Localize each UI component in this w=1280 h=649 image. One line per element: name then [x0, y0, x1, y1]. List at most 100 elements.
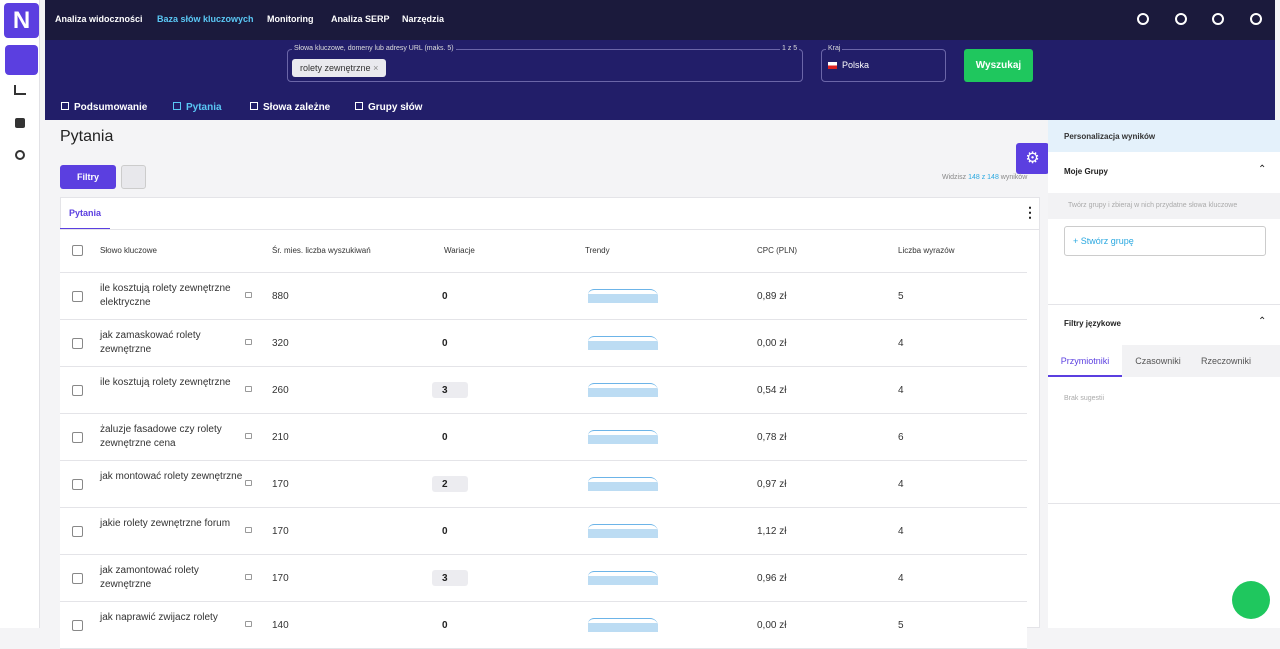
question-icon — [245, 480, 252, 486]
more-menu[interactable]: ⋮ — [1023, 204, 1037, 221]
keyword[interactable]: ile kosztują rolety zewnętrzne — [100, 376, 245, 390]
cpc: 0,78 zł — [757, 432, 786, 443]
app: N Słowa kluczowe, domeny lub adresy URL … — [0, 0, 1280, 628]
checkbox[interactable] — [72, 245, 83, 256]
keyword[interactable]: jak naprawić zwijacz rolety — [100, 611, 245, 625]
cpc: 0,00 zł — [757, 620, 786, 631]
volume: 210 — [272, 432, 289, 443]
tab-icon — [173, 102, 181, 110]
checkbox[interactable] — [72, 291, 83, 302]
variations[interactable]: 0 — [432, 523, 468, 539]
nav-item[interactable]: Analiza SERP — [331, 14, 390, 24]
column-header: Liczba wyrazów — [898, 246, 954, 255]
checkbox[interactable] — [72, 338, 83, 349]
top-icon[interactable] — [1212, 13, 1224, 25]
top-icon[interactable] — [1250, 13, 1262, 25]
cpc: 0,96 zł — [757, 573, 786, 584]
lang-title: Filtry językowe — [1064, 319, 1121, 328]
chat-button[interactable] — [1232, 581, 1270, 619]
chip-text: rolety zewnętrzne — [300, 63, 371, 73]
tab[interactable]: Pytania — [186, 102, 222, 113]
table-row: jak zamaskować rolety zewnętrzne32000,00… — [60, 320, 1027, 367]
keyword[interactable]: jakie rolety zewnętrzne forum — [100, 517, 245, 531]
lang-tab[interactable]: Rzeczowniki — [1190, 345, 1262, 377]
checkbox[interactable] — [72, 620, 83, 631]
tab[interactable]: Podsumowanie — [74, 102, 147, 113]
word-count: 6 — [898, 432, 904, 443]
keyword[interactable]: jak zamaskować rolety zewnętrzne — [100, 329, 245, 357]
question-icon — [245, 386, 252, 392]
country-select[interactable] — [821, 49, 946, 82]
word-count: 4 — [898, 385, 904, 396]
nav-chart[interactable] — [14, 85, 26, 95]
trend-sparkline — [588, 289, 658, 303]
trend-sparkline — [588, 477, 658, 491]
nav-item[interactable]: Baza słów kluczowych — [157, 14, 254, 24]
volume: 170 — [272, 573, 289, 584]
trend-sparkline — [588, 571, 658, 585]
table-row: ile kosztują rolety zewnętrzne elektrycz… — [60, 273, 1027, 320]
word-count: 4 — [898, 338, 904, 349]
cpc: 0,54 zł — [757, 385, 786, 396]
country-label: Kraj — [826, 45, 842, 52]
table-row: jak naprawić zwijacz rolety 140 0 0,00 zł 5 — [60, 602, 1027, 649]
variations[interactable]: 2 — [432, 476, 468, 492]
tab[interactable]: Słowa zależne — [263, 102, 330, 113]
volume: 320 — [272, 338, 289, 349]
create-group[interactable]: + Stwórz grupę — [1064, 226, 1266, 256]
nav-keywords[interactable] — [5, 45, 38, 75]
lang-tab[interactable]: Czasowniki — [1122, 345, 1194, 377]
lang-tab[interactable]: Przymiotniki — [1048, 345, 1122, 377]
keyword[interactable]: ile kosztują rolety zewnętrzne elektrycz… — [100, 282, 245, 310]
variations[interactable]: 3 — [432, 570, 468, 586]
keyword[interactable]: żaluzje fasadowe czy rolety zewnętrzne c… — [100, 423, 245, 451]
checkbox[interactable] — [72, 432, 83, 443]
column-header: Słowo kluczowe — [100, 246, 157, 255]
keyword[interactable]: jak montować rolety zewnętrzne — [100, 470, 245, 484]
word-count: 4 — [898, 479, 904, 490]
filters-button[interactable]: Filtry — [60, 165, 116, 189]
nav-tools[interactable] — [15, 150, 25, 160]
checkbox[interactable] — [72, 479, 83, 490]
results-prefix: Widzisz — [942, 174, 966, 181]
save-button[interactable] — [121, 165, 146, 189]
nav-item[interactable]: Monitoring — [267, 14, 314, 24]
top-icon[interactable] — [1175, 13, 1187, 25]
word-count: 4 — [898, 526, 904, 537]
logo[interactable]: N — [4, 3, 39, 38]
empty-note: Brak sugestii — [1064, 395, 1104, 402]
page-title: Pytania — [60, 128, 113, 146]
checkbox[interactable] — [72, 385, 83, 396]
tab[interactable]: Grupy słów — [368, 102, 422, 113]
nav-puzzle[interactable] — [15, 118, 25, 128]
column-header: Trendy — [585, 246, 610, 255]
table-header — [60, 230, 1027, 273]
variations[interactable]: 3 — [432, 382, 468, 398]
volume: 140 — [272, 620, 289, 631]
nav-item[interactable]: Narzędzia — [402, 14, 444, 24]
word-count: 5 — [898, 291, 904, 302]
panel-title: Personalizacja wyników — [1064, 132, 1155, 141]
table-tab[interactable]: Pytania — [60, 197, 110, 230]
variations[interactable]: 0 — [432, 617, 468, 633]
keyword-chip[interactable]: rolety zewnętrzne × — [292, 59, 386, 77]
search-button[interactable]: Wyszukaj — [964, 49, 1033, 82]
word-count: 5 — [898, 620, 904, 631]
checkbox[interactable] — [72, 526, 83, 537]
results-suffix: wyników — [1001, 174, 1027, 181]
checkbox[interactable] — [72, 573, 83, 584]
volume: 170 — [272, 479, 289, 490]
collapse[interactable]: ⌃ — [1258, 316, 1266, 327]
trend-sparkline — [588, 336, 658, 350]
top-icon[interactable] — [1137, 13, 1149, 25]
groups-hint: Twórz grupy i zbieraj w nich przydatne s… — [1068, 202, 1237, 209]
variations[interactable]: 0 — [432, 429, 468, 445]
collapse[interactable]: ⌃ — [1258, 164, 1266, 175]
keyword[interactable]: jak zamontować rolety zewnętrzne — [100, 564, 245, 592]
variations[interactable]: 0 — [432, 288, 468, 304]
nav-item[interactable]: Analiza widoczności — [55, 14, 143, 24]
trend-sparkline — [588, 430, 658, 444]
settings-button[interactable]: ⚙ — [1016, 143, 1049, 174]
tab-icon — [355, 102, 363, 110]
variations[interactable]: 0 — [432, 335, 468, 351]
